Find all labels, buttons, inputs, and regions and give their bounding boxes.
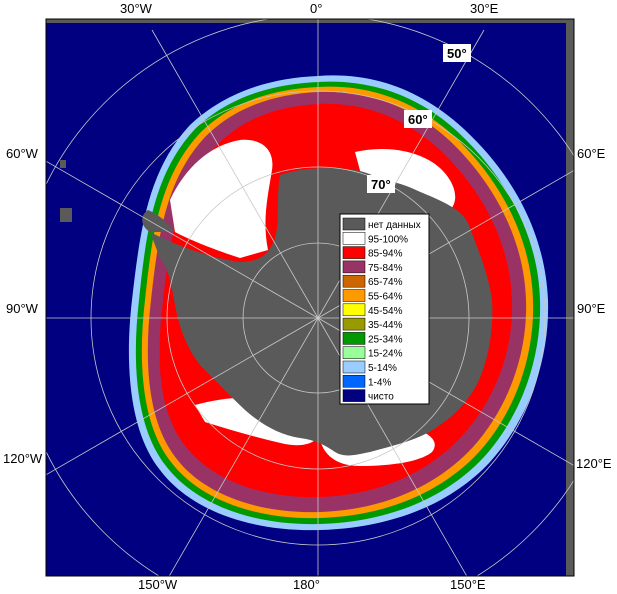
legend-swatch: [342, 346, 366, 359]
legend-label: чисто: [368, 392, 394, 403]
lon-label-180: 180°: [293, 577, 320, 592]
legend-swatch: [342, 389, 366, 402]
legend-label: нет данных: [368, 220, 421, 231]
lon-label-90w: 90°W: [6, 301, 39, 316]
lon-label-90e: 90°E: [577, 301, 606, 316]
nodata-strip-right: [566, 19, 574, 576]
lat-70-text: 70°: [371, 177, 391, 192]
legend-label: 55-64%: [368, 292, 403, 303]
legend-label: 15-24%: [368, 349, 403, 360]
latitude-label-70: 70°: [367, 175, 395, 193]
lon-label-150w: 150°W: [138, 577, 178, 592]
nodata-strip-top: [46, 19, 574, 23]
legend-swatch: [342, 360, 366, 374]
legend-label: 1-4%: [368, 377, 391, 388]
latitude-label-60: 60°: [404, 110, 432, 128]
legend-swatch: [342, 317, 366, 331]
lon-label-120e: 120°E: [576, 456, 612, 471]
lon-label-0-top: 0°: [310, 1, 322, 16]
lon-label-120w: 120°W: [3, 451, 43, 466]
lon-label-30w-top: 30°W: [120, 1, 153, 16]
legend-label: 95-100%: [368, 234, 408, 245]
legend-swatch: [342, 303, 366, 317]
legend-swatch: [342, 232, 366, 245]
legend-swatch: [342, 217, 366, 231]
lon-label-150e: 150°E: [450, 577, 486, 592]
map-frame: [45, 18, 575, 577]
lat-50-text: 50°: [447, 46, 467, 61]
latitude-label-50: 50°: [443, 44, 471, 62]
nodata-patch: [60, 160, 66, 168]
lat-60-text: 60°: [408, 112, 428, 127]
legend-label: 75-84%: [368, 263, 403, 274]
antarctic-peninsula: [142, 210, 175, 232]
legend: нет данных 95-100% 85-94% 75-84% 65-74% 55-64…: [339, 213, 430, 405]
legend-label: 35-44%: [368, 320, 403, 331]
ice-patch-white-weddell: [170, 139, 273, 258]
legend-label: 85-94%: [368, 249, 403, 260]
nodata-patch: [60, 208, 72, 222]
lon-label-60e: 60°E: [577, 146, 606, 161]
lon-label-30e-top: 30°E: [470, 1, 499, 16]
legend-swatch: [342, 332, 366, 345]
legend-swatch: [342, 260, 366, 274]
legend-label: 65-74%: [368, 277, 403, 288]
legend-swatch: [342, 375, 366, 388]
ice-patch-white-east: [355, 148, 456, 210]
legend-label: 25-34%: [368, 334, 403, 345]
legend-label: 5-14%: [368, 363, 397, 374]
legend-swatch: [342, 246, 366, 259]
legend-swatch: [342, 274, 366, 288]
legend-label: 45-54%: [368, 306, 403, 317]
legend-swatch: [342, 289, 366, 302]
lon-label-60w: 60°W: [6, 146, 39, 161]
